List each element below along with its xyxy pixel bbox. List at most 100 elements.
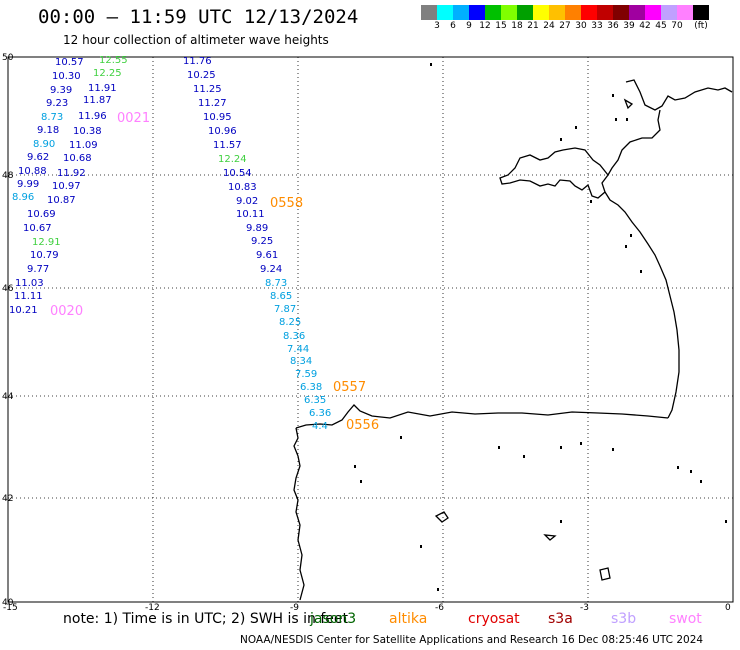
coast-fragment [677, 466, 679, 469]
wave-height-value: 9.99 [17, 179, 39, 190]
wave-height-value: 7.87 [274, 304, 296, 315]
wave-height-value: 9.25 [251, 236, 273, 247]
colorbar-swatch [453, 5, 469, 20]
colorbar-swatch [661, 5, 677, 20]
wave-height-value: 11.92 [57, 168, 86, 179]
satellite-legend-altika: altika [389, 611, 428, 627]
coastline-dots [354, 63, 727, 591]
coastline-north-spain [295, 404, 669, 429]
wave-height-value: 9.89 [246, 223, 268, 234]
wave-height-value: 9.61 [256, 250, 278, 261]
colorbar-swatch [693, 5, 709, 20]
coast-fragment [498, 446, 500, 449]
colorbar-swatch [565, 5, 581, 20]
map-title: 00:00 – 11:59 UTC 12/13/2024 [38, 6, 359, 28]
pass-id-label: 0557 [333, 380, 366, 395]
lat-lon-grid [8, 57, 733, 602]
wave-height-value: 6.36 [309, 408, 331, 419]
coast-fragment [640, 270, 642, 273]
altimeter-track-west: 10.57 12.55 10.30 12.25 9.39 11.91 9.23 11.87 8.… [9, 55, 128, 316]
map-frame [7, 56, 734, 603]
coast-fragment [523, 455, 525, 458]
colorbar-swatch [517, 5, 533, 20]
satellite-legend-swot: swot [669, 611, 702, 627]
coast-fragment [690, 470, 692, 473]
lon-tick-label: -9 [290, 603, 299, 610]
wave-height-value: 10.57 [55, 57, 84, 68]
colorbar-swatch [549, 5, 565, 20]
island-3 [543, 534, 557, 541]
wave-height-value: 10.88 [18, 166, 47, 177]
coast-fragment [615, 118, 617, 121]
wave-height-value: 10.30 [52, 71, 81, 82]
wave-height-value: 10.83 [228, 182, 257, 193]
wave-height-value: 10.87 [47, 195, 76, 206]
wave-height-value: 11.11 [14, 291, 43, 302]
satellite-legend-s3a: s3a [548, 611, 573, 627]
wave-height-value: 10.95 [203, 112, 232, 123]
lon-tick-label: -15 [3, 603, 18, 610]
wave-height-value: 10.97 [52, 181, 81, 192]
wave-height-value: 8.65 [270, 291, 292, 302]
wave-height-value: 9.39 [50, 85, 72, 96]
coast-fragment [625, 245, 627, 248]
colorbar-label: 33 [591, 21, 603, 31]
colorbar-label: 3 [434, 21, 440, 31]
satellite-legend-cryosat: cryosat [468, 611, 520, 627]
wave-height-value: 10.38 [73, 126, 102, 137]
coastline-biscay [604, 191, 680, 419]
lat-tick-label: 40 [2, 598, 14, 608]
coast-fragment [354, 465, 356, 468]
colorbar-label: 24 [543, 21, 555, 31]
lon-tick-label: 0 [725, 603, 731, 610]
pass-id-label: 0021 [117, 111, 150, 126]
lat-tick-label: 44 [2, 392, 14, 402]
wave-height-value: 11.09 [69, 140, 98, 151]
coastline-normandy [625, 79, 733, 111]
coast-fragment [580, 442, 582, 445]
wave-height-value: 9.24 [260, 264, 282, 275]
colorbar-label: (ft) [694, 21, 708, 31]
coast-fragment [560, 446, 562, 449]
wave-height-value: 6.38 [300, 382, 322, 393]
wave-height-value: 10.79 [30, 250, 59, 261]
wave-height-value: 6.35 [304, 395, 326, 406]
coast-fragment [700, 480, 702, 483]
colorbar-label: 9 [466, 21, 472, 31]
coastline-galicia [293, 427, 305, 601]
island-1 [434, 511, 449, 523]
colorbar-swatch [677, 5, 693, 20]
colorbar-label: 6 [450, 21, 456, 31]
wave-height-value: 12.55 [99, 55, 128, 66]
coast-fragment [612, 94, 614, 97]
wave-height-value: 10.96 [208, 126, 237, 137]
colorbar-label: 36 [607, 21, 619, 31]
satellite-legend-s3b: s3b [611, 611, 637, 627]
colorbar-swatch [501, 5, 517, 20]
colorbar-label: 27 [559, 21, 571, 31]
island-2 [599, 567, 611, 581]
wave-height-value: 10.67 [23, 223, 52, 234]
wave-height-value: 7.44 [287, 344, 309, 355]
wave-height-value: 10.69 [27, 209, 56, 220]
wave-height-value: 9.18 [37, 125, 59, 136]
coast-fragment [630, 234, 632, 237]
coast-fragment [575, 126, 577, 129]
coast-fragment [626, 118, 628, 121]
lon-tick-label: -6 [435, 603, 444, 610]
wave-height-value: 7.59 [295, 369, 317, 380]
axis-tick-labels: 50 48 46 44 42 40-15 -12 -9 -6 -3 0 [2, 53, 731, 610]
wave-height-value: 11.03 [15, 278, 44, 289]
colorbar-label: 12 [479, 21, 491, 31]
map-subtitle: 12 hour collection of altimeter wave hei… [63, 33, 329, 47]
footnote: note: 1) Time is in UTC; 2) SWH is in fe… [63, 611, 349, 627]
coast-fragment [612, 448, 614, 451]
wave-height-value: 8.73 [41, 112, 63, 123]
wave-height-value: 8.90 [33, 139, 55, 150]
wave-height-value: 12.91 [32, 237, 61, 248]
wave-height-value: 11.76 [183, 56, 212, 67]
colorbar-swatch [581, 5, 597, 20]
lat-tick-label: 48 [2, 171, 14, 181]
coast-fragment [437, 588, 439, 591]
lon-tick-label: -3 [580, 603, 589, 610]
